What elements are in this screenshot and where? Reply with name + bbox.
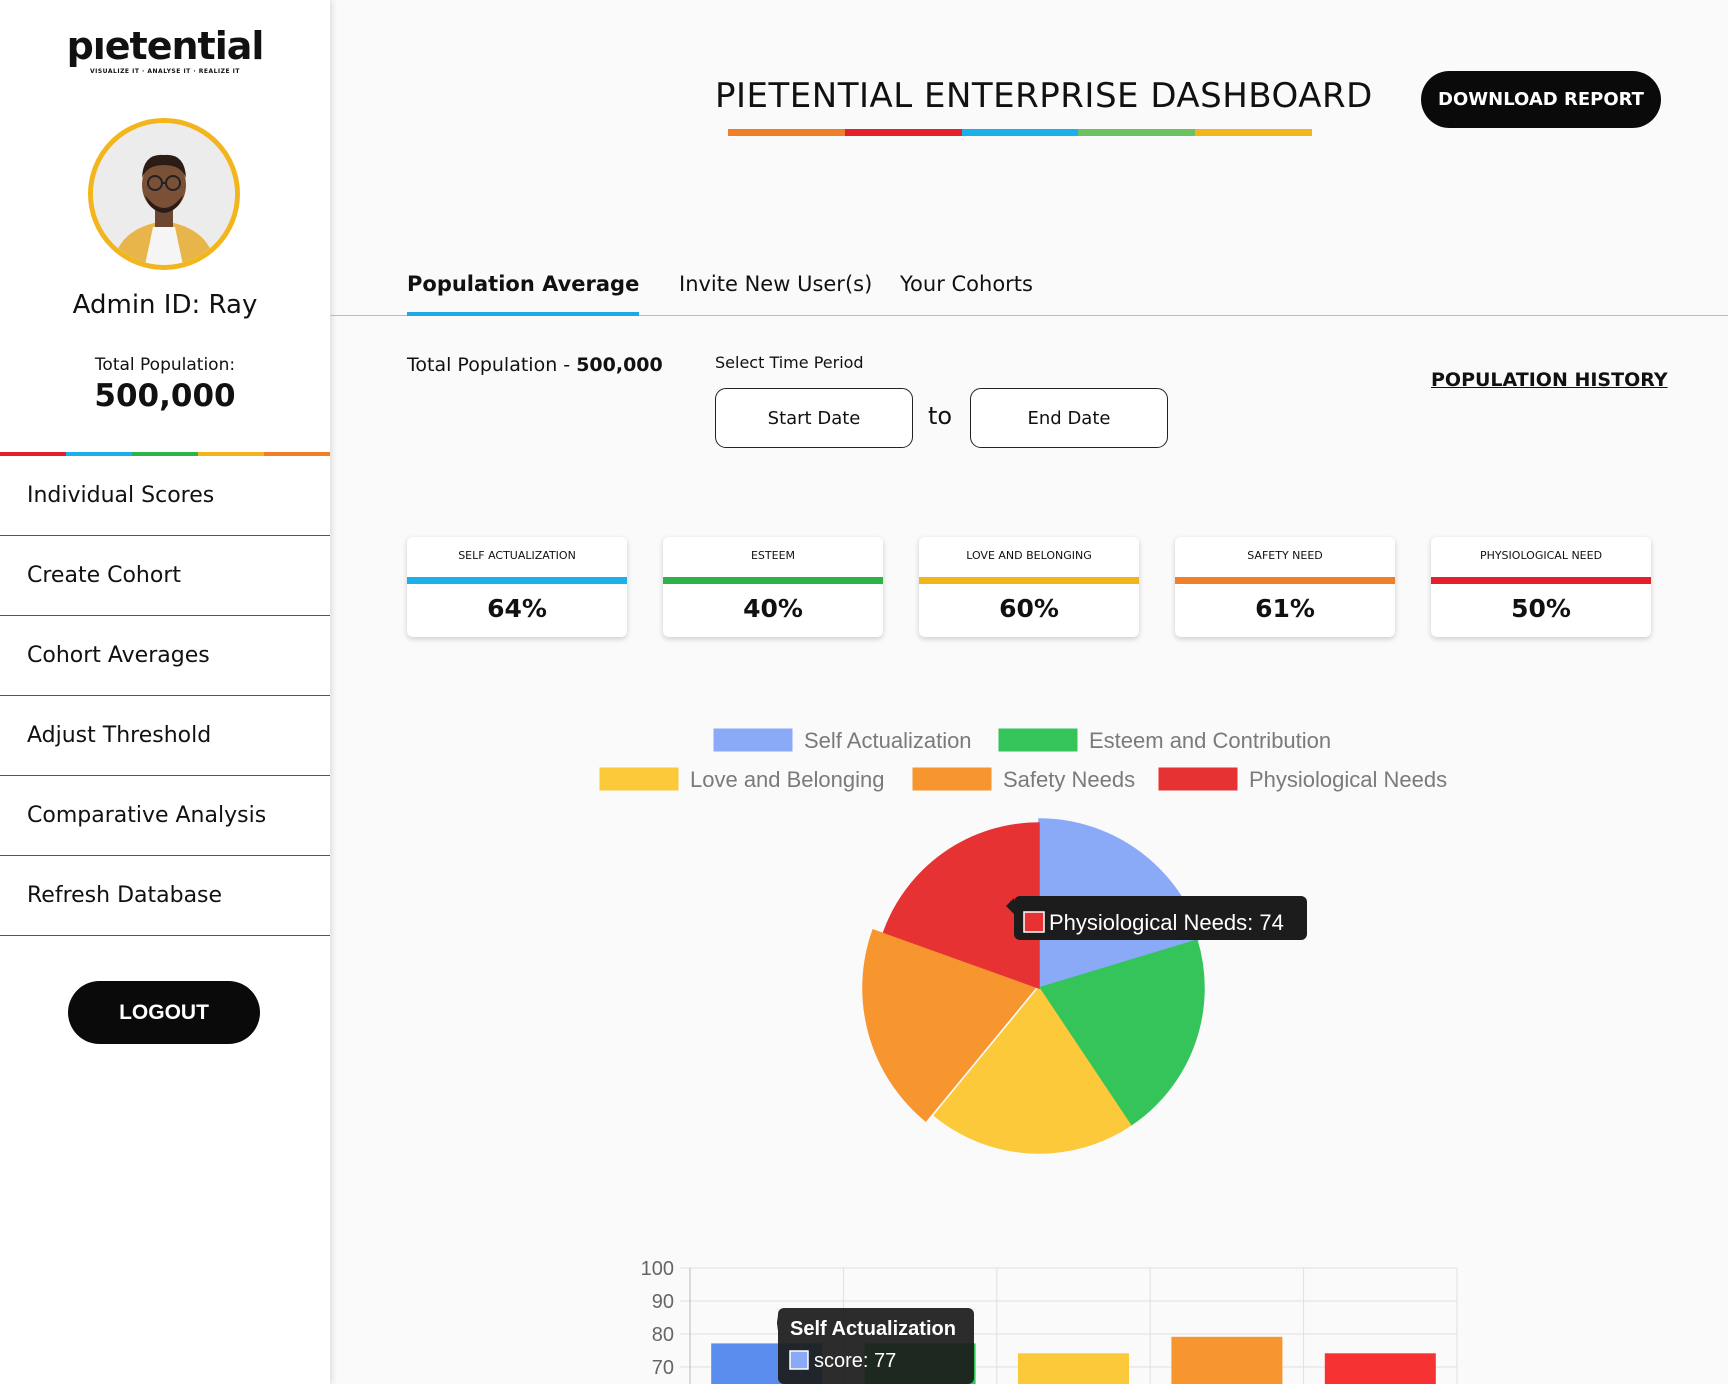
- card-value: 61%: [1255, 594, 1315, 623]
- pie-chart: Self Actualization Esteem and Contributio…: [599, 728, 1447, 1154]
- pie-tooltip-label: Physiological Needs: 74: [1049, 910, 1284, 935]
- legend-label-physiological-needs: Physiological Needs: [1249, 767, 1447, 792]
- bar-safety-needs: [1171, 1336, 1283, 1384]
- rainbow-segment: [0, 452, 66, 456]
- card-label: PHYSIOLOGICAL NEED: [1479, 549, 1603, 562]
- download-report-button[interactable]: DOWNLOAD REPORT: [1421, 71, 1661, 128]
- page-title: PIETENTIAL ENTERPRISE DASHBOARD: [715, 76, 1373, 116]
- nav-cohort-averages[interactable]: Cohort Averages: [0, 616, 330, 696]
- card-label: ESTEEM: [750, 549, 796, 562]
- rainbow-segment: [198, 452, 264, 456]
- total-population-value: 500,000: [94, 378, 236, 414]
- nav-individual-scores[interactable]: Individual Scores: [0, 456, 330, 536]
- card-value: 50%: [1511, 594, 1571, 623]
- bar-tooltip-swatch: [789, 1350, 809, 1370]
- card-value: 60%: [999, 594, 1059, 623]
- rainbow-segment: [132, 452, 198, 456]
- nav-create-cohort[interactable]: Create Cohort: [0, 536, 330, 616]
- start-date-input[interactable]: Start Date: [715, 388, 913, 448]
- legend-label-esteem-and-contribution: Esteem and Contribution: [1089, 728, 1331, 753]
- legend-swatch-safety-needs: [912, 767, 992, 791]
- rainbow-segment: [66, 452, 132, 456]
- legend-swatch-love-and-belonging: [599, 767, 679, 791]
- legend-label-safety-needs: Safety Needs: [1003, 767, 1135, 792]
- rainbow-segment: [961, 129, 1079, 136]
- total-population-summary-value: 500,000: [576, 354, 663, 376]
- tab-invite-new-users[interactable]: Invite New User(s): [679, 272, 873, 296]
- tooltip-pointer: [777, 1315, 778, 1331]
- total-population-summary: Total Population - 500,000: [407, 354, 663, 376]
- sidebar-nav: Individual Scores Create Cohort Cohort A…: [0, 456, 330, 936]
- legend-swatch-physiological-needs: [1158, 767, 1238, 791]
- rainbow-segment: [844, 129, 962, 136]
- bar-tooltip-label: score: 77: [814, 1350, 896, 1372]
- legend-swatch-self-actualization: [713, 728, 793, 752]
- bar-y-tick: 90: [652, 1291, 674, 1313]
- card-value: 64%: [487, 594, 547, 623]
- bar-chart: 100 90 80 70 Self Actualization score: 77: [641, 1258, 1458, 1384]
- score-card-self-actualization: SELF ACTUALIZATION 64%: [407, 537, 627, 637]
- card-label: SELF ACTUALIZATION: [458, 549, 576, 562]
- tab-bar: Population Average Invite New User(s) Yo…: [330, 270, 1728, 316]
- card-color-bar: [919, 577, 1139, 584]
- pie-tooltip-box: [1014, 896, 1307, 940]
- pie-slice-esteem-and-contribution: [1037, 939, 1205, 1127]
- rainbow-segment: [728, 129, 845, 136]
- bar-tooltip-title: Self Actualization: [790, 1318, 956, 1340]
- nav-comparative-analysis[interactable]: Comparative Analysis: [0, 776, 330, 856]
- card-color-bar: [663, 577, 883, 584]
- brand-name: pıetential: [66, 24, 265, 68]
- avatar: [88, 118, 240, 270]
- logout-button[interactable]: LOGOUT: [68, 981, 260, 1044]
- score-card-physiological-need: PHYSIOLOGICAL NEED 50%: [1431, 537, 1651, 637]
- pie-tooltip-swatch: [1023, 911, 1045, 933]
- nav-adjust-threshold[interactable]: Adjust Threshold: [0, 696, 330, 776]
- pie-slice-safety-needs: [862, 929, 1037, 1122]
- rainbow-segment: [1195, 129, 1312, 136]
- bar-physiological-needs: [1324, 1353, 1436, 1384]
- bar-y-tick: 70: [652, 1357, 674, 1379]
- card-value: 40%: [743, 594, 803, 623]
- score-card-safety-need: SAFETY NEED 61%: [1175, 537, 1395, 637]
- bar-y-tick: 100: [641, 1258, 674, 1280]
- rainbow-divider: [0, 452, 330, 456]
- card-label: SAFETY NEED: [1247, 549, 1323, 562]
- total-population-summary-label: Total Population -: [407, 354, 571, 376]
- tab-your-cohorts[interactable]: Your Cohorts: [900, 272, 1033, 296]
- rainbow-segment: [1078, 129, 1196, 136]
- tab-population-average[interactable]: Population Average: [407, 270, 640, 316]
- nav-refresh-database[interactable]: Refresh Database: [0, 856, 330, 936]
- legend-swatch-esteem-and-contribution: [998, 728, 1078, 752]
- bar-y-tick: 80: [652, 1324, 674, 1346]
- admin-id: Admin ID: Ray: [72, 290, 258, 320]
- bar-tooltip-box: [778, 1308, 974, 1384]
- legend-label-love-and-belonging: Love and Belonging: [690, 767, 885, 792]
- score-card-esteem: ESTEEM 40%: [663, 537, 883, 637]
- rainbow-segment: [264, 452, 330, 456]
- population-history-link[interactable]: POPULATION HISTORY: [1431, 369, 1668, 391]
- total-population-label: Total Population:: [94, 355, 236, 375]
- legend-label-self-actualization: Self Actualization: [804, 728, 972, 753]
- end-date-input[interactable]: End Date: [970, 388, 1168, 448]
- brand-logo[interactable]: pıetential VISUALIZE IT · ANALYSE IT · R…: [0, 26, 330, 75]
- main-content: PIETENTIAL ENTERPRISE DASHBOARD DOWNLOAD…: [330, 0, 1728, 1384]
- pie-slice-physiological-needs: [882, 822, 1040, 990]
- card-color-bar: [407, 577, 627, 584]
- card-label: LOVE AND BELONGING: [966, 549, 1092, 562]
- title-underline: [728, 129, 1312, 136]
- bar-love-and-belonging: [1018, 1353, 1129, 1384]
- brand-tagline: VISUALIZE IT · ANALYSE IT · REALIZE IT: [89, 68, 241, 75]
- sidebar: pıetential VISUALIZE IT · ANALYSE IT · R…: [0, 0, 330, 1384]
- card-color-bar: [1175, 577, 1395, 584]
- card-color-bar: [1431, 577, 1651, 584]
- date-range-separator: to: [928, 402, 953, 430]
- tooltip-pointer: [1006, 898, 1014, 914]
- score-card-love-belonging: LOVE AND BELONGING 60%: [919, 537, 1139, 637]
- time-period-label: Select Time Period: [715, 353, 864, 372]
- pie-slice-love-and-belonging: [933, 986, 1132, 1154]
